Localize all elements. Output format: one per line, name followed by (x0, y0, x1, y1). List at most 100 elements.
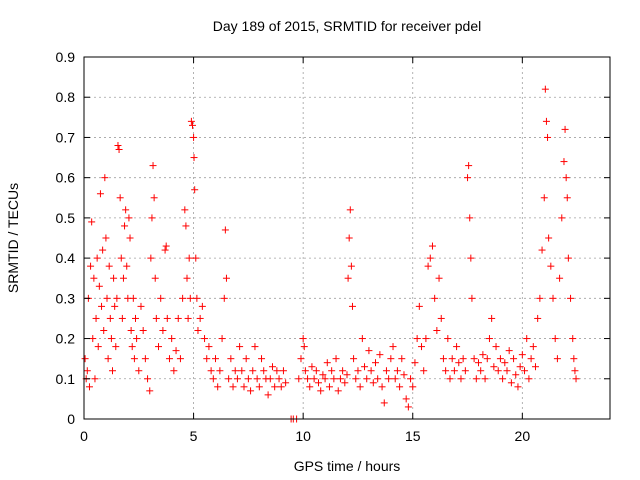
data-point (121, 222, 129, 230)
data-point (494, 367, 502, 375)
data-point (112, 343, 120, 351)
data-point (132, 314, 140, 322)
data-point (538, 246, 546, 254)
data-point (221, 226, 229, 234)
data-point (168, 335, 176, 343)
data-point (105, 262, 113, 270)
data-point (275, 375, 283, 383)
data-point (183, 274, 191, 282)
data-point (400, 371, 408, 379)
data-point (448, 355, 456, 363)
data-point (363, 375, 371, 383)
data-point (453, 343, 461, 351)
data-point (529, 343, 537, 351)
y-tick-label: 0.7 (56, 129, 76, 145)
data-point (389, 343, 397, 351)
data-point (106, 314, 114, 322)
data-point (258, 355, 266, 363)
data-point (374, 375, 382, 383)
data-point (129, 294, 137, 302)
data-point (380, 399, 388, 407)
data-point (127, 327, 135, 335)
data-point (308, 363, 316, 371)
data-point (407, 375, 415, 383)
data-point (282, 379, 290, 387)
data-point (306, 383, 314, 391)
data-point (231, 367, 239, 375)
data-point (485, 335, 493, 343)
data-point (264, 391, 272, 399)
data-point (126, 234, 134, 242)
data-point (315, 379, 323, 387)
data-point (455, 359, 463, 367)
data-point (225, 375, 233, 383)
data-point (233, 375, 241, 383)
data-point (325, 383, 333, 391)
data-point (435, 274, 443, 282)
data-point (323, 359, 331, 367)
data-point (191, 186, 199, 194)
data-point (174, 314, 182, 322)
x-tick-label: 0 (80, 428, 88, 444)
data-point (190, 133, 198, 141)
data-point (481, 375, 489, 383)
data-point (501, 359, 509, 367)
data-point (212, 355, 219, 363)
data-point (260, 367, 268, 375)
data-point (157, 294, 165, 302)
data-point (152, 314, 160, 322)
x-tick-label: 10 (295, 428, 311, 444)
data-point (465, 162, 473, 170)
data-point (433, 327, 441, 335)
data-point (151, 274, 159, 282)
data-point (139, 327, 147, 335)
data-point (170, 367, 178, 375)
data-point (393, 367, 401, 375)
data-point (409, 383, 417, 391)
data-point (117, 254, 125, 262)
data-point (176, 355, 184, 363)
data-point (490, 363, 498, 371)
data-point (382, 367, 390, 375)
data-point (514, 383, 522, 391)
data-point (172, 347, 180, 355)
data-point (346, 206, 354, 214)
data-point (545, 234, 553, 242)
data-point (148, 214, 156, 222)
data-point (328, 367, 336, 375)
data-point (477, 367, 485, 375)
data-point (431, 294, 439, 302)
data-point (111, 302, 119, 310)
data-point (229, 383, 237, 391)
data-point (88, 218, 96, 226)
data-point (415, 302, 423, 310)
data-point (569, 335, 577, 343)
data-point (83, 367, 91, 375)
data-point (464, 174, 472, 182)
data-point (150, 194, 158, 202)
data-point (113, 294, 121, 302)
data-point (345, 234, 353, 242)
chart-title: Day 189 of 2015, SRMTID for receiver pde… (213, 18, 481, 34)
data-point (104, 355, 112, 363)
data-point (507, 379, 515, 387)
data-point (398, 355, 406, 363)
data-point (193, 294, 201, 302)
data-point (182, 222, 190, 230)
x-axis: 0 5 10 15 20 (80, 57, 530, 444)
data-point (207, 367, 215, 375)
data-point (297, 355, 305, 363)
data-point (253, 375, 261, 383)
data-point (147, 254, 155, 262)
data-point (101, 174, 109, 182)
data-point (301, 367, 309, 375)
data-point (271, 383, 279, 391)
data-point (85, 383, 93, 391)
data-point (251, 343, 259, 351)
data-point (541, 85, 549, 93)
data-point (525, 375, 533, 383)
data-point (567, 294, 575, 302)
data-point (196, 314, 204, 322)
data-point (475, 359, 482, 367)
data-point (332, 355, 340, 363)
